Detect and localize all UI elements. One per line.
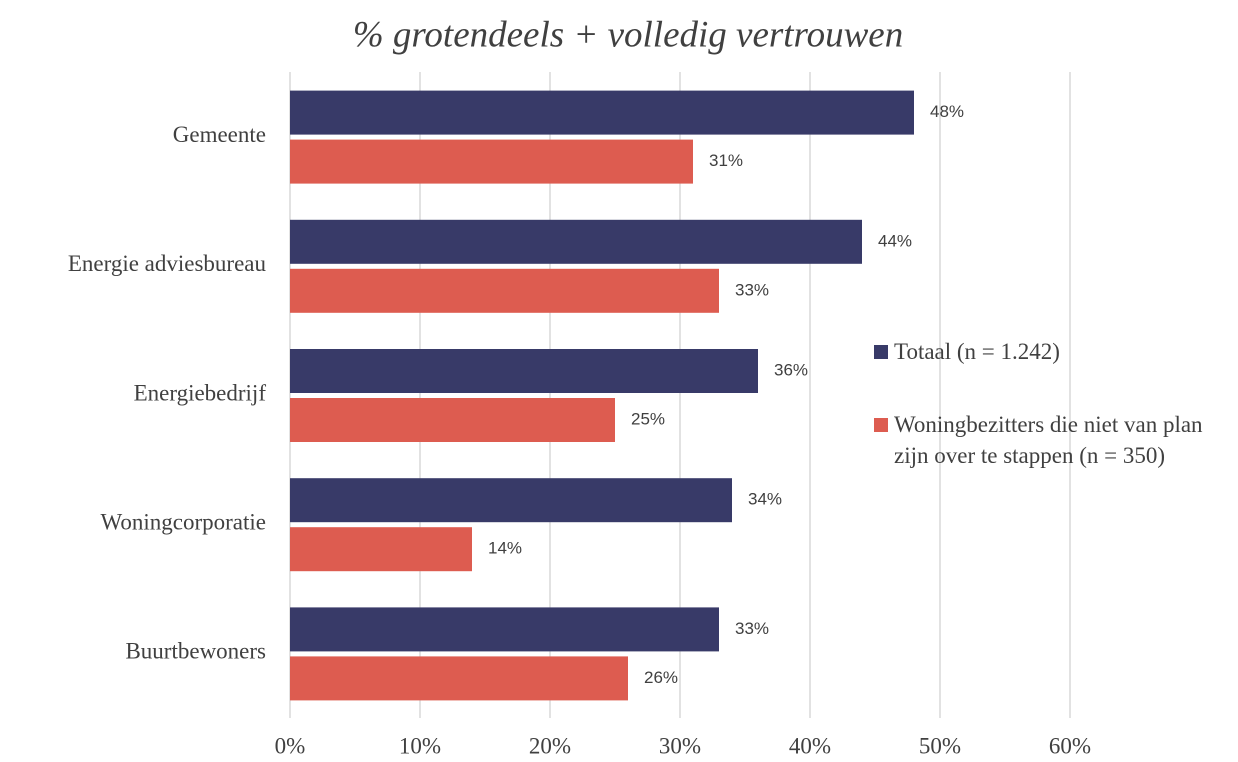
x-tick-label: 50% [919, 733, 961, 758]
bar [290, 398, 615, 442]
value-label: 33% [735, 619, 769, 638]
bar [290, 656, 628, 701]
value-label: 25% [631, 409, 665, 428]
bar [290, 139, 693, 184]
bar [290, 349, 758, 393]
bar [290, 90, 914, 135]
value-label: 44% [878, 231, 912, 250]
category-label: Energiebedrijf [134, 380, 267, 405]
bar [290, 219, 862, 264]
legend-label: Woningbezitters die niet van plan zijn o… [894, 412, 1203, 468]
value-label: 33% [735, 280, 769, 299]
legend-item: Totaal (n = 1.242) [872, 336, 1232, 367]
x-tick-label: 60% [1049, 733, 1091, 758]
bar [290, 268, 719, 313]
value-label: 31% [709, 151, 743, 170]
legend: Totaal (n = 1.242) Woningbezitters die ni… [872, 336, 1232, 513]
x-tick-label: 20% [529, 733, 571, 758]
legend-swatch [874, 418, 888, 432]
chart-title: % grotendeels + volledig vertrouwen [353, 14, 903, 55]
value-label: 48% [930, 102, 964, 121]
x-tick-label: 10% [399, 733, 441, 758]
x-tick-label: 30% [659, 733, 701, 758]
category-label: Gemeente [173, 122, 266, 147]
value-label: 26% [644, 668, 678, 687]
category-label: Woningcorporatie [101, 509, 266, 534]
legend-label: Totaal (n = 1.242) [894, 339, 1060, 364]
category-label: Buurtbewoners [125, 639, 266, 664]
value-label: 34% [748, 490, 782, 509]
value-label: 36% [774, 360, 808, 379]
legend-swatch [874, 345, 888, 359]
x-tick-label: 0% [275, 733, 306, 758]
category-label: Energie adviesbureau [68, 251, 267, 276]
bar [290, 607, 719, 652]
bar [290, 478, 732, 523]
value-label: 14% [488, 539, 522, 558]
x-tick-label: 40% [789, 733, 831, 758]
bar [290, 527, 472, 572]
legend-item: Woningbezitters die niet van plan zijn o… [872, 409, 1232, 471]
